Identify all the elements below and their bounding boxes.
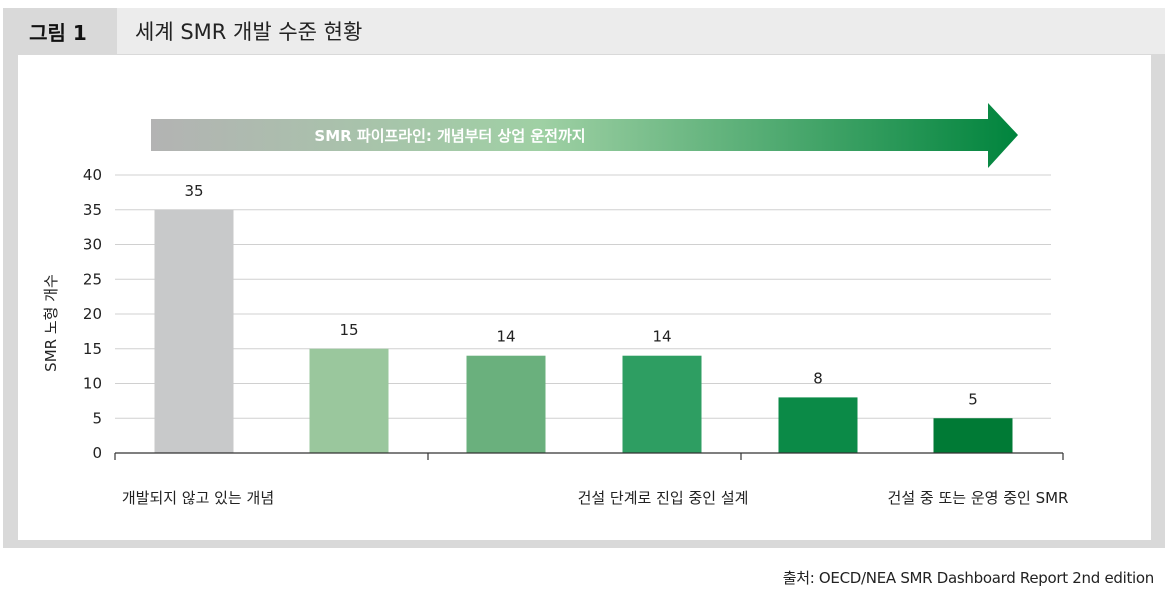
x-group-labels: 개발되지 않고 있는 개념 건설 단계로 진입 중인 설계 건설 중 또는 운영 중…	[122, 489, 1069, 507]
bar	[778, 397, 858, 453]
gridlines	[115, 174, 1051, 419]
bar	[933, 418, 1013, 453]
figure-frame: 그림 1 세계 SMR 개발 수준 현황 0 5 10 15 20 25 30 35 40 SM…	[3, 8, 1165, 548]
x-group-label: 개발되지 않고 있는 개념	[122, 489, 274, 507]
bar	[309, 348, 389, 453]
bar-value-label: 35	[184, 182, 203, 200]
bar-chart: 0 5 10 15 20 25 30 35 40 SMR 파이프라인: 개념부터 상업 운전까지…	[42, 103, 1069, 507]
figure-title: 세계 SMR 개발 수준 현황	[135, 20, 363, 44]
y-tick-label: 35	[83, 201, 102, 219]
y-tick-label: 15	[83, 340, 102, 358]
x-group-label: 건설 중 또는 운영 중인 SMR	[888, 489, 1069, 507]
bar-value-label: 14	[496, 328, 515, 346]
y-tick-label: 5	[92, 409, 102, 427]
y-tick-labels: 0 5 10 15 20 25 30 35 40	[83, 166, 102, 462]
figure-title-bar: 세계 SMR 개발 수준 현황	[117, 8, 1165, 54]
y-tick-label: 30	[83, 236, 102, 254]
y-axis-label: SMR 노형 개수	[42, 274, 60, 372]
y-tick-label: 10	[83, 375, 102, 393]
pipeline-arrow-shape	[151, 103, 1018, 168]
bar	[466, 355, 546, 453]
figure-label: 그림 1	[29, 20, 87, 45]
bar-value-label: 8	[813, 369, 823, 387]
bar	[622, 355, 702, 453]
y-tick-label: 20	[83, 305, 102, 323]
source-note: 출처: OECD/NEA SMR Dashboard Report 2nd ed…	[782, 569, 1155, 587]
bars: 35 15 14 14 8 5	[154, 182, 1013, 453]
chart-panel: 0 5 10 15 20 25 30 35 40 SMR 파이프라인: 개념부터 상업 운전까지…	[18, 55, 1151, 540]
x-group-label: 건설 단계로 진입 중인 설계	[578, 489, 749, 507]
y-tick-label: 25	[83, 270, 102, 288]
y-tick-label: 40	[83, 166, 102, 184]
x-axis	[114, 452, 1064, 460]
y-tick-label: 0	[92, 444, 102, 462]
pipeline-arrow: SMR 파이프라인: 개념부터 상업 운전까지	[151, 103, 1018, 168]
bar-value-label: 5	[968, 390, 978, 408]
bar	[154, 209, 234, 453]
pipeline-arrow-label: SMR 파이프라인: 개념부터 상업 운전까지	[314, 127, 585, 145]
bar-value-label: 15	[339, 321, 358, 339]
bar-value-label: 14	[652, 328, 671, 346]
